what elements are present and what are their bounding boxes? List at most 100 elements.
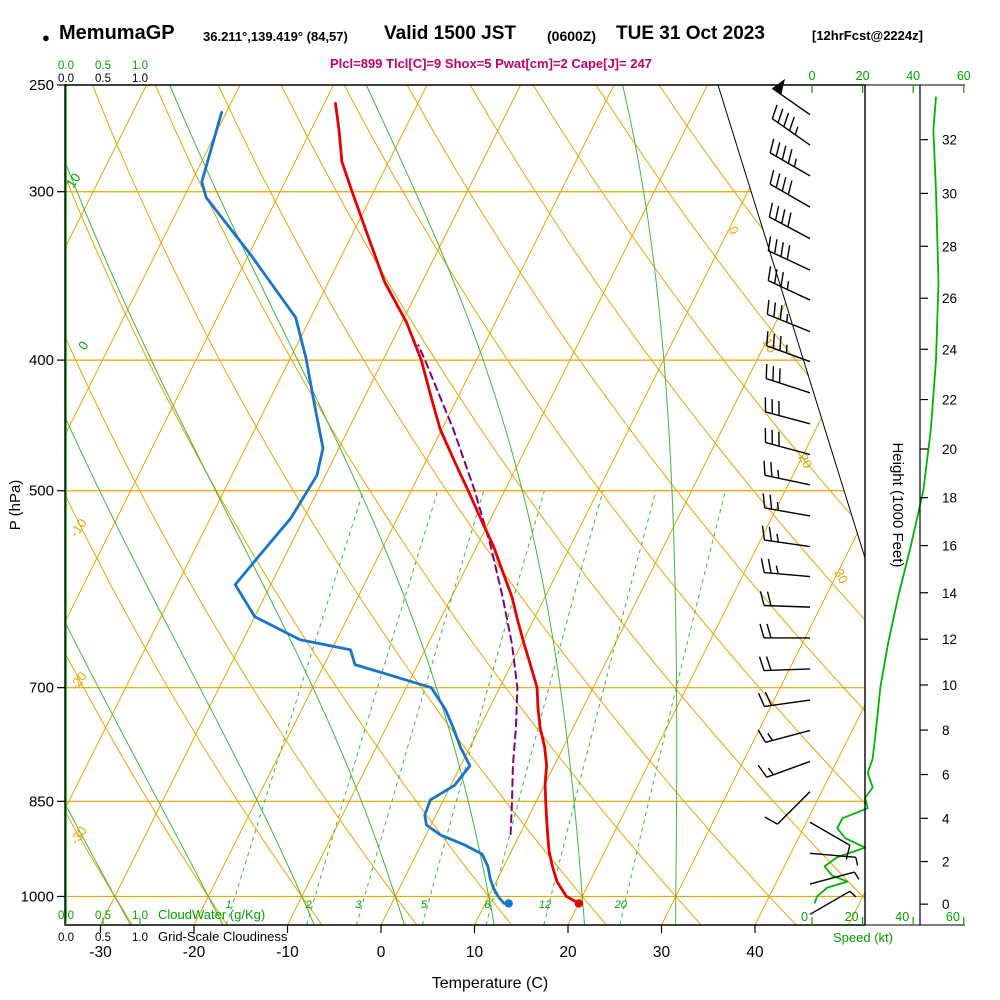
cloud-scale-label: 0.5 [95, 910, 111, 922]
height-tick-label: 20 [942, 442, 957, 457]
isotherm-line [65, 85, 428, 925]
wind-barb [809, 871, 860, 885]
wind-barb [766, 299, 811, 333]
pressure-tick-label: 400 [29, 352, 54, 369]
temp-tick-label: 0 [377, 944, 386, 961]
pressure-tick-label: 250 [29, 77, 54, 94]
isotherm-line [287, 85, 708, 925]
pressure-tick-label: 700 [29, 680, 54, 697]
speed-tick-label: 0 [801, 910, 808, 924]
wind-barb [766, 331, 811, 363]
surface-dewpoint-dot [504, 899, 513, 908]
height-tick-label: 28 [942, 239, 957, 254]
isotherm-line [65, 85, 334, 925]
dry-adiabat-edge-label: -10 [67, 516, 90, 540]
station-coords: 36.211°,139.419° (84,57) [203, 29, 348, 44]
moist-adiabat-line [65, 85, 405, 925]
moist-adiabat-edge-label: 0 [75, 338, 91, 353]
isotherm-edge-label: 20 [795, 451, 815, 471]
wind-speed-curve [813, 96, 940, 904]
isotherm-line [65, 85, 241, 925]
wind-barb [769, 138, 811, 177]
forecast-info: [12hrFcst@2224z] [812, 28, 923, 43]
wind-barb [760, 558, 811, 578]
dry-adiabat-line [280, 85, 865, 925]
wind-barb [809, 890, 857, 915]
temp-tick-label: 10 [466, 944, 484, 961]
isotherm-line [848, 85, 865, 925]
height-tick-label: 16 [942, 539, 957, 554]
plot-border [64, 84, 965, 926]
moist-adiabat-line [65, 85, 315, 925]
speed-tick-label: 40 [895, 910, 909, 924]
cloud-scale-label: 1.0 [132, 910, 148, 922]
pressure-axis-title: P (hPa) [7, 480, 24, 531]
isotherm-line [380, 85, 802, 925]
mixing-ratio-line [225, 490, 364, 925]
dry-adiabat-line [65, 85, 133, 925]
height-axis-title: Height (1000 Feet) [889, 442, 906, 567]
station-name: MemumaGP [59, 22, 175, 44]
valid-zulu: (0600Z) [547, 28, 597, 44]
dry-adiabat-line [469, 85, 865, 925]
cloud-scale-label: 1.0 [132, 60, 148, 72]
height-tick-label: 10 [942, 678, 957, 693]
speed-axis-title: Speed (kt) [833, 930, 893, 945]
wind-barb [758, 656, 811, 672]
dry-adiabat-line [406, 85, 865, 925]
moist-adiabat-edge-label: 10 [63, 170, 84, 190]
wind-barb [759, 591, 811, 608]
plot-frame [64, 84, 866, 926]
surface-temp-dot [574, 899, 583, 908]
temp-tick-label: -20 [183, 944, 206, 961]
mixing-ratio-line [421, 490, 545, 925]
stability-indices: Plcl=899 Tlcl[C]=9 Shox=5 Pwat[cm]=2 Cap… [330, 56, 652, 71]
wind-barb [769, 169, 811, 208]
parcel-curve [417, 344, 519, 836]
isotherm-edge-label: 10 [760, 336, 780, 356]
mixing-ratio-label: 12 [539, 899, 551, 911]
moist-adiabat-line [169, 85, 495, 925]
dry-adiabat-line [65, 85, 323, 925]
pressure-tick-label: 300 [29, 184, 54, 201]
grid-cut-line [717, 84, 866, 559]
wind-barb [757, 729, 811, 743]
dry-adiabat-line [595, 85, 865, 925]
height-tick-label: 6 [942, 768, 950, 783]
wind-barb [765, 364, 811, 394]
isotherm-line [100, 85, 521, 925]
height-tick-label: 14 [942, 586, 958, 601]
mixing-ratio-label: 2 [305, 899, 312, 911]
mixing-ratio-line [485, 490, 604, 925]
wind-barb [767, 266, 811, 301]
mixing-ratio-label: 1 [225, 899, 231, 911]
cloud-scale-label: 0.5 [95, 60, 111, 72]
temp-tick-label: -30 [89, 944, 112, 961]
valid-time: Valid 1500 JST [384, 23, 517, 44]
station-dot-icon: ● [42, 30, 50, 45]
cloud-scale-label: 1.0 [132, 932, 148, 944]
cloud-scale-label: 0.5 [95, 73, 111, 85]
moist-adiabat-line [65, 85, 131, 925]
moist-adiabat-line [65, 85, 224, 925]
temperature-curve [334, 102, 581, 905]
height-tick-label: 8 [942, 723, 950, 738]
dry-adiabat-line [532, 85, 865, 925]
speed-tick-label: 60 [946, 910, 960, 924]
speed-tick-label: 20 [856, 69, 870, 83]
data-curves [65, 85, 940, 920]
height-tick-label: 26 [942, 291, 957, 306]
dry-adiabat-line [91, 85, 607, 925]
wind-barb [764, 397, 811, 425]
dry-adiabat-line [154, 85, 702, 925]
temp-tick-label: -10 [276, 944, 299, 961]
background-grid [65, 85, 865, 925]
isotherm-line [661, 85, 865, 925]
wind-barb [764, 428, 811, 456]
wind-barbs [757, 78, 860, 915]
height-tick-label: 22 [942, 393, 957, 408]
cloud-scale-label: 0.0 [58, 73, 74, 85]
